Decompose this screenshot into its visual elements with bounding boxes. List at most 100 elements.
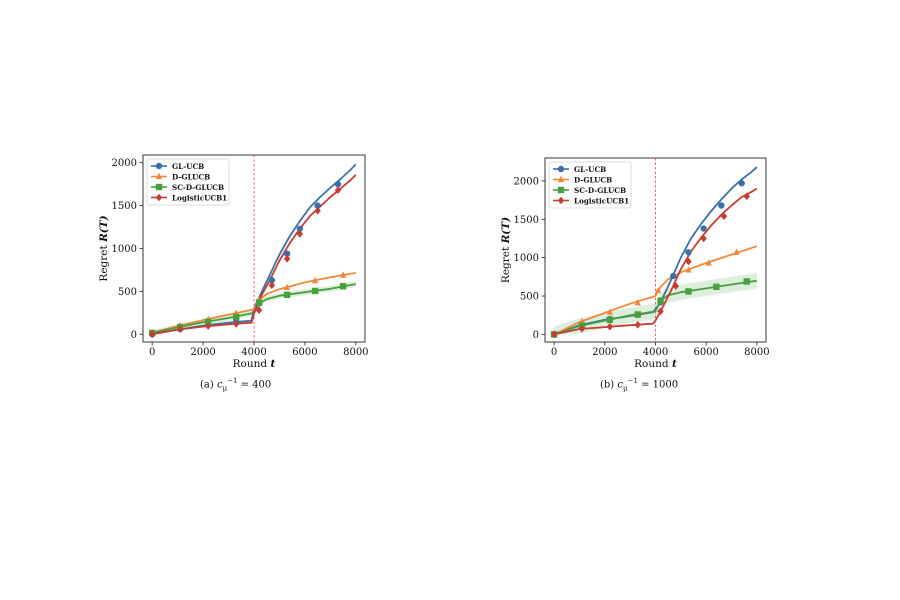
x-tick-label: 6000: [693, 347, 718, 358]
data-point: [334, 180, 342, 188]
x-tick-label: 8000: [744, 347, 769, 358]
data-point: [578, 324, 586, 333]
data-point: [204, 318, 212, 326]
legend-box: [548, 161, 632, 209]
data-point: [657, 307, 664, 316]
data-point: [738, 180, 745, 187]
legend-label: LogisticUCB1: [172, 193, 227, 202]
data-point: [685, 266, 692, 273]
data-point: [713, 283, 720, 291]
data-point: [550, 330, 558, 339]
legend-label: GL-UCB: [172, 162, 204, 171]
x-axis-label: Round t: [233, 358, 276, 370]
series-line-d-glucb: [553, 245, 758, 336]
data-point: [314, 206, 321, 215]
data-point: [634, 311, 641, 318]
y-tick-label: 1500: [112, 201, 137, 212]
data-point: [311, 287, 319, 295]
data-point: [255, 306, 263, 315]
data-point: [670, 272, 677, 280]
data-point: [311, 276, 319, 284]
y-tick-label: 500: [118, 287, 137, 298]
legend-marker: [557, 196, 565, 205]
data-point: [232, 320, 240, 328]
data-point: [718, 202, 725, 209]
data-point: [685, 249, 692, 256]
x-axis-label: Round t: [634, 358, 677, 370]
series-line-logisticucb1: [152, 174, 357, 336]
data-point: [606, 316, 614, 324]
data-point: [705, 259, 712, 266]
data-point: [334, 186, 342, 194]
data-point: [268, 281, 276, 290]
legend-label: D-GLUCB: [172, 172, 210, 181]
data-point: [296, 225, 304, 232]
plot-area: [148, 155, 357, 342]
y-tick-label: 1000: [112, 244, 137, 255]
data-point: [255, 299, 263, 306]
legend-marker: [155, 172, 163, 180]
x-tick-label: 6000: [292, 347, 317, 358]
x-tick-label: 0: [551, 347, 557, 358]
x-tick-label: 0: [149, 347, 155, 358]
y-tick-label: 0: [533, 330, 539, 341]
data-point: [733, 248, 740, 255]
legend-label: GL-UCB: [574, 165, 606, 174]
data-point: [672, 282, 679, 290]
data-point: [743, 192, 750, 201]
data-point: [268, 277, 276, 284]
data-point: [283, 283, 291, 291]
data-point: [283, 250, 291, 257]
data-point: [743, 278, 750, 285]
series-line-gl-ucb: [152, 163, 357, 336]
x-tick-label: 2000: [592, 347, 617, 358]
caption-b: (b) cμ−1 = 1000: [600, 377, 679, 393]
data-point: [634, 321, 641, 329]
data-point: [296, 230, 304, 238]
y-tick-label: 0: [131, 330, 137, 341]
y-axis-label: Regret R(T): [98, 215, 110, 281]
y-tick-label: 2000: [514, 176, 539, 187]
x-tick-label: 2000: [190, 347, 215, 358]
data-point: [700, 234, 707, 243]
y-tick-label: 500: [520, 292, 539, 303]
x-tick-label: 4000: [241, 347, 266, 358]
data-point: [176, 325, 184, 333]
legend-label: D-GLUCB: [574, 175, 612, 184]
data-point: [654, 286, 662, 294]
y-tick-label: 2000: [112, 158, 137, 169]
data-point: [606, 308, 614, 315]
data-point: [685, 288, 692, 295]
y-tick-label: 1000: [514, 253, 539, 264]
data-point: [283, 291, 291, 299]
data-point: [606, 322, 614, 331]
chart-panel-b: 0 2000 4000 6000 8000 0 500 1000 1500 2000 Round t…: [500, 157, 770, 370]
legend-marker: [557, 165, 565, 173]
data-point: [339, 271, 347, 278]
series-line-logisticucb1: [553, 187, 758, 336]
legend-marker: [155, 162, 163, 170]
x-tick-label: 8000: [343, 347, 368, 358]
plot-area: [550, 158, 758, 342]
data-point: [339, 283, 347, 290]
data-point: [634, 299, 641, 306]
data-point: [700, 225, 707, 232]
legend-marker: [557, 175, 565, 183]
legend-label: SC-D-GLUCB: [574, 186, 626, 195]
data-point: [685, 257, 692, 266]
caption-a: (a) cμ−1 = 400: [200, 377, 272, 393]
legend-marker: [155, 183, 163, 191]
legend-label: LogisticUCB1: [574, 196, 629, 205]
y-axis-label: Regret R(T): [500, 217, 512, 283]
legend-box: [146, 158, 230, 206]
y-tick-label: 1500: [514, 215, 539, 226]
chart-panel-a: 0 2000 4000 6000 8000 0 500 1000 1500 2000 Round t…: [98, 154, 369, 370]
data-point: [204, 322, 212, 330]
data-point: [657, 297, 664, 304]
legend-label: SC-D-GLUCB: [172, 183, 224, 192]
data-point: [148, 330, 156, 339]
legend-marker: [557, 186, 565, 194]
